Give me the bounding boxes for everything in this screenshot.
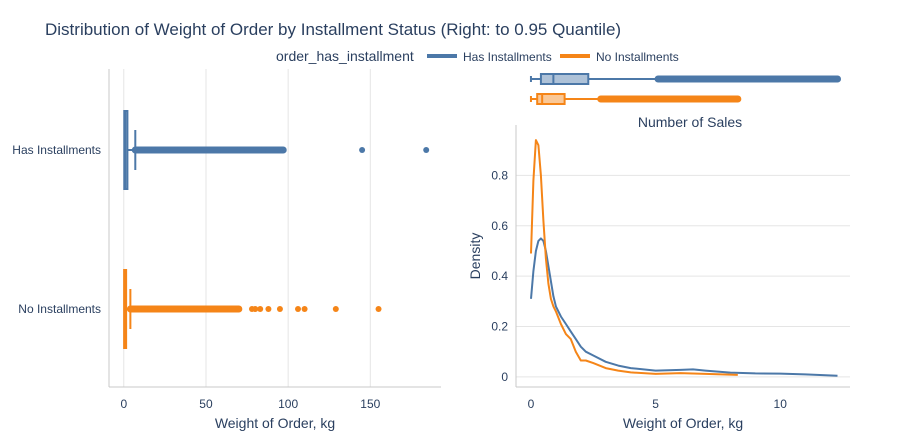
outlier-point-no-installments xyxy=(252,306,259,312)
right-y-tick-label: 0.6 xyxy=(491,219,508,233)
outlier-point-has-installments xyxy=(260,147,267,153)
outlier-point-no-installments xyxy=(332,306,339,312)
outlier-point-has-installments xyxy=(359,147,366,153)
left-y-tick-label-no-installments: No Installments xyxy=(18,302,101,316)
outlier-point-no-installments xyxy=(235,306,242,312)
right-subplot-title: Number of Sales xyxy=(638,114,742,130)
right-y-tick-label: 0.2 xyxy=(491,320,508,334)
outlier-point-has-installments xyxy=(252,147,259,153)
left-x-tick-label: 0 xyxy=(120,397,127,411)
outlier-point-has-installments xyxy=(268,147,275,153)
left-x-tick-label: 50 xyxy=(199,397,213,411)
mini-box-rect-has-installments xyxy=(539,73,590,85)
outlier-point-no-installments xyxy=(301,306,308,312)
density-line-has-installments xyxy=(530,237,838,377)
legend-title: order_has_installment xyxy=(276,48,414,64)
outlier-point-no-installments xyxy=(276,306,283,312)
outlier-point-no-installments xyxy=(257,306,264,312)
density-line-no-installments xyxy=(530,139,738,376)
left-x-tick-label: 100 xyxy=(278,397,298,411)
right-density-panel: 0 0.2 0.4 0.6 0.8 0 5 10 xyxy=(491,125,850,411)
left-box-plot-panel: 0 50 100 150 Has Installments No Installments xyxy=(12,69,441,411)
left-x-tick-label: 150 xyxy=(360,397,380,411)
legend: order_has_installment Has Installments N… xyxy=(276,48,679,64)
left-y-tick-label-has-installments: Has Installments xyxy=(12,143,101,157)
legend-label-no-installments: No Installments xyxy=(596,50,679,64)
outlier-point-has-installments xyxy=(239,147,246,153)
right-y-axis-title: Density xyxy=(467,233,483,280)
right-x-tick-label: 10 xyxy=(774,397,788,411)
outlier-point-has-installments xyxy=(158,147,165,153)
mini-box-no-installments xyxy=(529,93,742,105)
right-x-tick-label: 0 xyxy=(528,397,535,411)
legend-item-no-installments[interactable]: No Installments xyxy=(560,50,679,64)
right-x-tick-label: 5 xyxy=(652,397,659,411)
box-has-installments xyxy=(123,110,430,190)
outlier-point-no-installments xyxy=(265,306,272,312)
right-x-axis-title: Weight of Order, kg xyxy=(623,415,743,431)
outlier-point-has-installments xyxy=(222,147,229,153)
outlier-point-has-installments xyxy=(153,147,160,153)
outlier-point-has-installments xyxy=(244,147,251,153)
outlier-point-has-installments xyxy=(423,147,430,153)
legend-item-has-installments[interactable]: Has Installments xyxy=(427,50,552,64)
chart-title: Distribution of Weight of Order by Insta… xyxy=(45,20,621,39)
right-y-tick-label: 0 xyxy=(501,370,508,384)
right-mini-box-plot-panel xyxy=(529,73,842,105)
outlier-point-no-installments xyxy=(375,306,382,312)
outlier-point-no-installments xyxy=(295,306,302,312)
outlier-point-no-installments xyxy=(227,306,234,312)
left-x-axis-title: Weight of Order, kg xyxy=(215,415,335,431)
box-no-installments xyxy=(123,269,382,349)
outlier-point-no-installments xyxy=(222,306,229,312)
outlier-point-has-installments xyxy=(280,147,287,153)
right-y-tick-label: 0.4 xyxy=(491,269,508,283)
right-y-tick-label: 0.8 xyxy=(491,168,508,182)
legend-label-has-installments: Has Installments xyxy=(463,50,552,64)
mini-box-has-installments xyxy=(529,73,842,85)
outlier-point-has-installments xyxy=(227,147,234,153)
